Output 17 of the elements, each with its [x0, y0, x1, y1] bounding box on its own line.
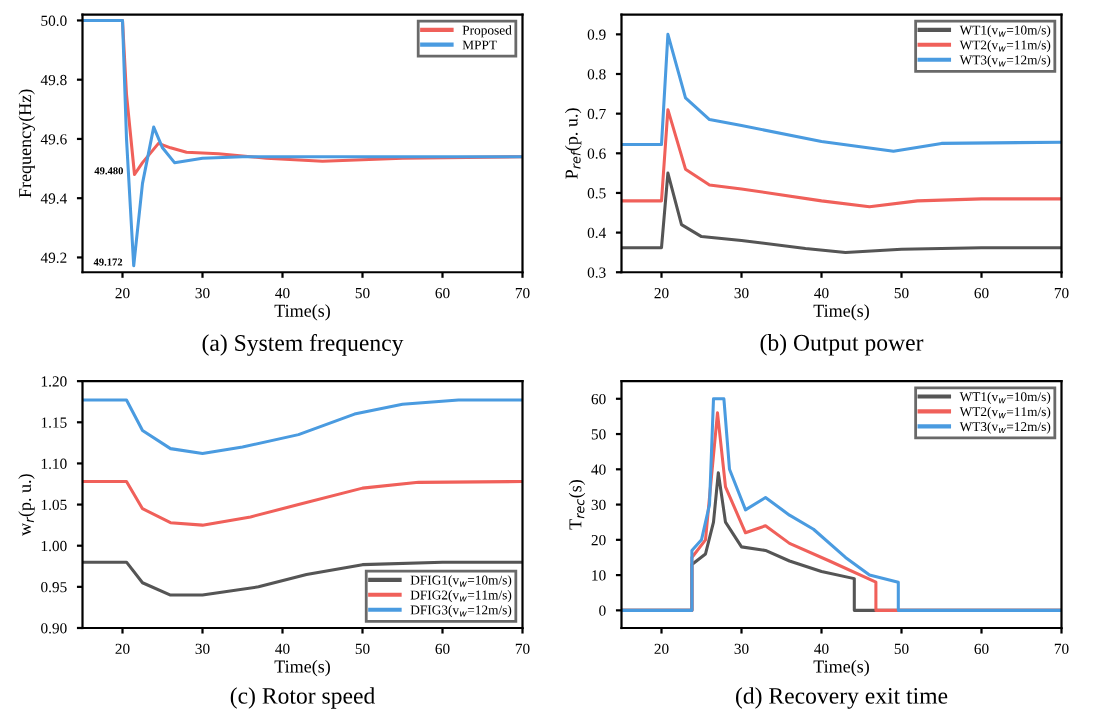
line-series — [82, 480, 523, 527]
text: (c) Rotor speed — [230, 687, 375, 709]
text: (d) Recovery exit time — [736, 687, 948, 709]
line-series — [82, 398, 523, 456]
text: (a) System frequency — [202, 334, 404, 356]
text: (b) Output power — [760, 334, 924, 356]
x-axis-title: Time(s) — [274, 659, 330, 677]
line-series — [621, 171, 1062, 254]
line-series — [82, 18, 523, 268]
y-axis-title: T$_{rec}$(s) — [568, 480, 586, 530]
line-series — [621, 108, 1062, 209]
y-axis-title: P$_{ref}$(p. u.) — [564, 108, 582, 179]
x-axis-title: Time(s) — [274, 304, 330, 321]
y-axis-title: Frequency(Hz) — [18, 89, 35, 198]
x-axis-title: Time(s) — [813, 304, 869, 321]
x-axis-title: Time(s) — [813, 659, 869, 677]
y-axis-title: w$_{r}$(p. u.) — [18, 474, 35, 536]
